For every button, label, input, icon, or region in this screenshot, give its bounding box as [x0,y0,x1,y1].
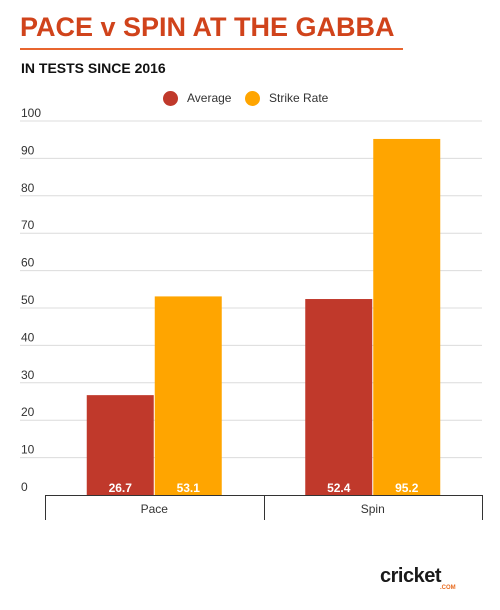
x-tick-label: Spin [361,502,385,516]
y-tick-label: 90 [21,143,35,157]
y-tick-label: 50 [21,293,35,307]
y-tick-label: 100 [21,106,41,120]
bar-spin-strike-rate [373,138,441,495]
legend-label-strike-rate: Strike Rate [269,91,329,105]
data-label: 53.1 [177,481,201,495]
data-label: 52.4 [327,481,351,495]
data-label: 26.7 [109,481,133,495]
y-tick-label: 70 [21,218,35,232]
y-tick-label: 40 [21,330,35,344]
y-tick-label: 10 [21,443,35,457]
legend-item-average: Average [163,88,231,108]
x-tick-label: Pace [141,502,169,516]
y-tick-label: 0 [21,480,28,494]
chart-title: PACE v SPIN AT THE GABBA [20,12,395,42]
data-label: 95.2 [395,481,419,495]
bar-spin-average [305,299,373,495]
legend-item-strike-rate: Strike Rate [245,88,328,108]
chart-legend: Average Strike Rate [0,88,500,108]
y-tick-label: 60 [21,256,35,270]
logo-wordmark: cricket [380,565,442,587]
bar-pace-strike-rate [154,296,222,495]
legend-swatch-strike-rate [245,90,260,106]
legend-label-average: Average [187,91,232,105]
bar-pace-average [86,395,154,495]
bar-chart: 0 10 20 30 40 50 60 70 80 90 100 26.7 53.1 Pace 52.4 95… [20,106,483,520]
cricket-com-logo: cricket .COM [380,566,472,596]
chart-subtitle: IN TESTS SINCE 2016 [21,60,166,76]
logo-domain: .COM [440,585,456,591]
y-tick-label: 80 [21,181,35,195]
legend-swatch-average [163,90,178,106]
y-tick-label: 30 [21,368,35,382]
title-underline [20,48,403,50]
y-tick-label: 20 [21,405,35,419]
